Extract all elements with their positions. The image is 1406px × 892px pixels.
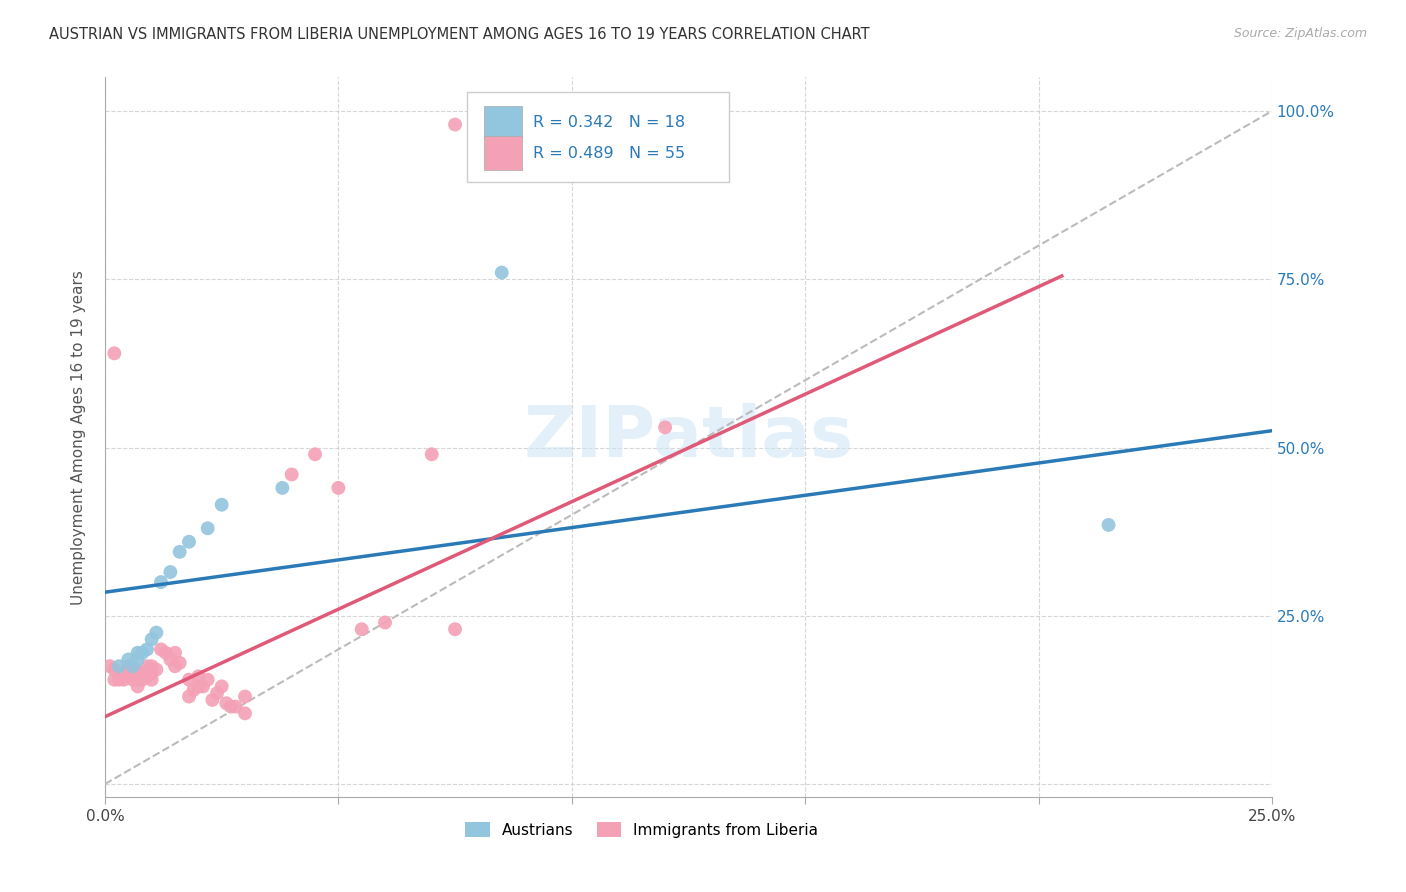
Point: [127, 652, 149, 666]
Point: [169, 656, 191, 670]
Point: [187, 680, 209, 694]
Point: [328, 481, 350, 495]
Point: [444, 622, 467, 636]
Point: [103, 663, 125, 677]
Point: [122, 673, 145, 687]
Point: [136, 669, 159, 683]
FancyBboxPatch shape: [484, 106, 522, 139]
Point: [219, 699, 242, 714]
Point: [145, 625, 167, 640]
FancyBboxPatch shape: [484, 136, 522, 169]
Text: Source: ZipAtlas.com: Source: ZipAtlas.com: [1233, 27, 1367, 40]
Point: [491, 266, 513, 280]
Point: [136, 659, 159, 673]
Point: [122, 659, 145, 673]
Point: [163, 659, 186, 673]
Point: [304, 447, 326, 461]
Point: [112, 673, 135, 687]
Point: [127, 680, 149, 694]
Point: [420, 447, 443, 461]
Point: [350, 622, 373, 636]
Point: [183, 682, 205, 697]
Point: [201, 693, 224, 707]
Point: [150, 642, 173, 657]
Point: [159, 565, 181, 579]
Legend: Austrians, Immigrants from Liberia: Austrians, Immigrants from Liberia: [460, 815, 824, 844]
Point: [112, 669, 135, 683]
Point: [127, 646, 149, 660]
Point: [108, 659, 131, 673]
Point: [233, 706, 256, 721]
Point: [177, 690, 200, 704]
Y-axis label: Unemployment Among Ages 16 to 19 years: Unemployment Among Ages 16 to 19 years: [72, 270, 86, 605]
Point: [141, 659, 163, 673]
Point: [163, 646, 186, 660]
Point: [131, 646, 153, 660]
Point: [98, 659, 121, 673]
Point: [205, 686, 228, 700]
Point: [187, 669, 209, 683]
Point: [159, 652, 181, 666]
Point: [122, 663, 145, 677]
Point: [131, 673, 153, 687]
Point: [197, 673, 219, 687]
Point: [103, 346, 125, 360]
Point: [117, 669, 139, 683]
Point: [103, 673, 125, 687]
Point: [127, 673, 149, 687]
Point: [225, 699, 247, 714]
FancyBboxPatch shape: [467, 92, 730, 182]
Point: [108, 673, 131, 687]
Point: [141, 665, 163, 680]
Text: ZIPatlas: ZIPatlas: [523, 403, 853, 472]
Point: [131, 665, 153, 680]
Text: R = 0.489   N = 55: R = 0.489 N = 55: [533, 145, 685, 161]
Point: [155, 646, 177, 660]
Point: [141, 673, 163, 687]
Point: [117, 665, 139, 680]
Point: [169, 545, 191, 559]
Point: [233, 690, 256, 704]
Point: [215, 696, 238, 710]
Point: [271, 481, 294, 495]
Text: AUSTRIAN VS IMMIGRANTS FROM LIBERIA UNEMPLOYMENT AMONG AGES 16 TO 19 YEARS CORRE: AUSTRIAN VS IMMIGRANTS FROM LIBERIA UNEM…: [49, 27, 870, 42]
Point: [197, 521, 219, 535]
Text: R = 0.342   N = 18: R = 0.342 N = 18: [533, 115, 685, 130]
Point: [280, 467, 302, 482]
Point: [211, 498, 233, 512]
Point: [127, 665, 149, 680]
Point: [145, 663, 167, 677]
Point: [177, 673, 200, 687]
Point: [141, 632, 163, 647]
Point: [108, 669, 131, 683]
Point: [112, 665, 135, 680]
Point: [1097, 517, 1119, 532]
Point: [117, 652, 139, 666]
Point: [374, 615, 396, 630]
Point: [211, 680, 233, 694]
Point: [117, 659, 139, 673]
Point: [444, 118, 467, 132]
Point: [191, 680, 214, 694]
Point: [654, 420, 676, 434]
Point: [177, 534, 200, 549]
Point: [150, 575, 173, 590]
Point: [136, 642, 159, 657]
